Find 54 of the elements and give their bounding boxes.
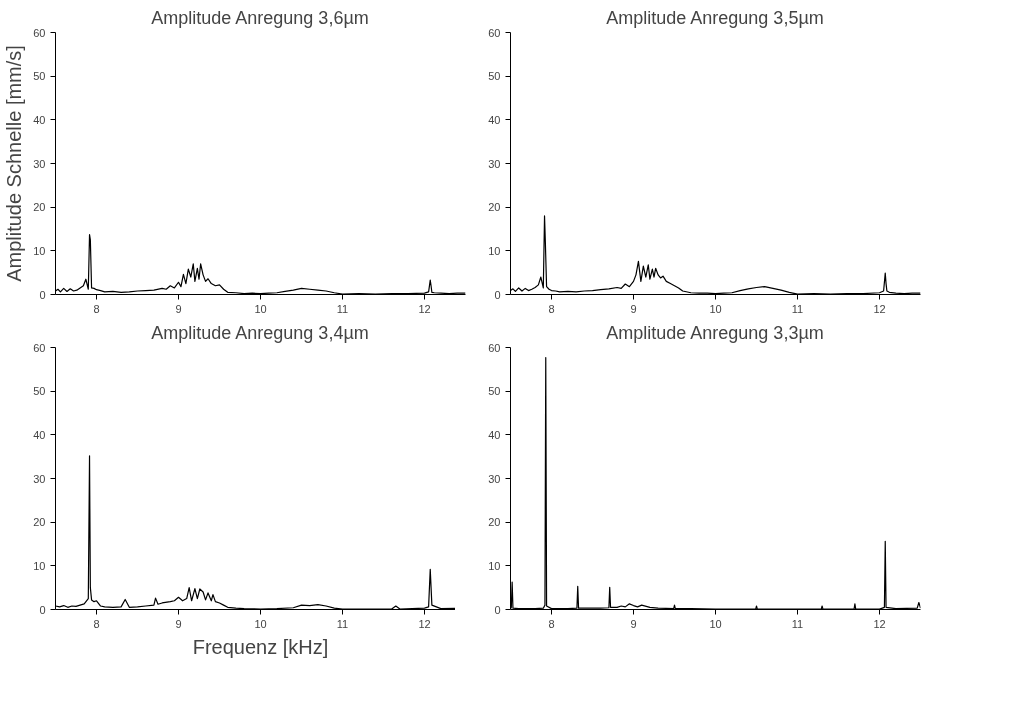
y-tick-label: 60 <box>33 341 46 354</box>
x-tick-label: 10 <box>254 302 267 315</box>
y-tick-label: 40 <box>33 113 46 126</box>
x-axis-title: Frequenz [kHz] <box>192 635 329 658</box>
x-tick-label: 11 <box>791 617 804 630</box>
x-tick-label: 12 <box>873 617 886 630</box>
x-tick-label: 10 <box>254 617 267 630</box>
y-tick-label: 30 <box>33 472 46 485</box>
x-tick-label: 8 <box>93 302 100 315</box>
x-tick-label: 12 <box>418 302 431 315</box>
y-tick-label: 20 <box>33 201 46 214</box>
chart-title: Amplitude Anregung 3,6µm <box>151 7 369 28</box>
y-tick-label: 0 <box>39 288 46 301</box>
y-tick-label: 10 <box>488 559 501 572</box>
x-tick-label: 11 <box>336 617 349 630</box>
y-tick-label: 10 <box>488 244 501 257</box>
x-tick-label: 11 <box>336 302 349 315</box>
chart-title: Amplitude Anregung 3,4µm <box>151 322 369 343</box>
y-tick-label: 20 <box>488 201 501 214</box>
y-tick-label: 50 <box>33 70 46 83</box>
y-tick-label: 30 <box>33 157 46 170</box>
x-tick-label: 8 <box>548 617 555 630</box>
y-tick-label: 60 <box>33 26 46 39</box>
x-tick-label: 9 <box>630 617 637 630</box>
y-tick-label: 50 <box>488 385 501 398</box>
x-tick-label: 10 <box>709 302 722 315</box>
y-tick-label: 10 <box>33 244 46 257</box>
chart-title: Amplitude Anregung 3,5µm <box>606 7 824 28</box>
y-tick-label: 40 <box>33 428 46 441</box>
y-tick-label: 40 <box>488 113 501 126</box>
x-tick-label: 11 <box>791 302 804 315</box>
x-tick-label: 9 <box>175 617 182 630</box>
x-tick-label: 12 <box>873 302 886 315</box>
y-tick-label: 60 <box>488 341 501 354</box>
y-tick-label: 0 <box>494 603 501 616</box>
y-tick-label: 30 <box>488 472 501 485</box>
y-tick-label: 0 <box>39 603 46 616</box>
x-tick-label: 8 <box>93 617 100 630</box>
x-tick-label: 10 <box>709 617 722 630</box>
y-tick-label: 50 <box>33 385 46 398</box>
y-tick-label: 60 <box>488 26 501 39</box>
x-tick-label: 9 <box>175 302 182 315</box>
y-tick-label: 50 <box>488 70 501 83</box>
y-tick-label: 40 <box>488 428 501 441</box>
y-tick-label: 0 <box>494 288 501 301</box>
y-tick-label: 10 <box>33 559 46 572</box>
y-tick-label: 20 <box>488 516 501 529</box>
chart-title: Amplitude Anregung 3,3µm <box>606 322 824 343</box>
x-tick-label: 9 <box>630 302 637 315</box>
y-axis-title: Amplitude Schnelle [mm/s] <box>3 45 26 282</box>
y-tick-label: 20 <box>33 516 46 529</box>
x-tick-label: 8 <box>548 302 555 315</box>
y-tick-label: 30 <box>488 157 501 170</box>
x-tick-label: 12 <box>418 617 431 630</box>
